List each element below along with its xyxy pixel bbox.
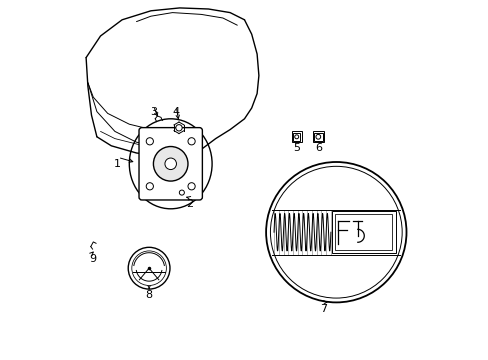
Circle shape	[153, 147, 187, 181]
Circle shape	[128, 247, 170, 289]
Circle shape	[132, 251, 166, 285]
Circle shape	[270, 166, 401, 298]
Text: 5: 5	[293, 143, 300, 153]
Text: 3: 3	[150, 107, 157, 117]
Text: 4: 4	[172, 107, 179, 117]
Text: 8: 8	[145, 290, 152, 300]
Text: 2: 2	[186, 199, 193, 210]
FancyBboxPatch shape	[331, 211, 395, 253]
Circle shape	[179, 190, 184, 195]
FancyBboxPatch shape	[292, 133, 300, 141]
FancyBboxPatch shape	[291, 131, 301, 142]
Text: 9: 9	[89, 254, 96, 264]
Text: 6: 6	[314, 143, 321, 153]
Circle shape	[164, 158, 176, 170]
Circle shape	[315, 134, 320, 139]
Circle shape	[176, 125, 182, 131]
FancyBboxPatch shape	[312, 131, 324, 142]
Text: 7: 7	[320, 304, 326, 314]
FancyBboxPatch shape	[335, 214, 392, 250]
FancyBboxPatch shape	[313, 133, 322, 141]
FancyBboxPatch shape	[139, 128, 202, 200]
Circle shape	[265, 162, 406, 302]
Circle shape	[294, 135, 298, 139]
Text: 1: 1	[114, 159, 121, 169]
Circle shape	[187, 138, 195, 145]
Circle shape	[146, 183, 153, 190]
Circle shape	[146, 138, 153, 145]
Circle shape	[187, 183, 195, 190]
